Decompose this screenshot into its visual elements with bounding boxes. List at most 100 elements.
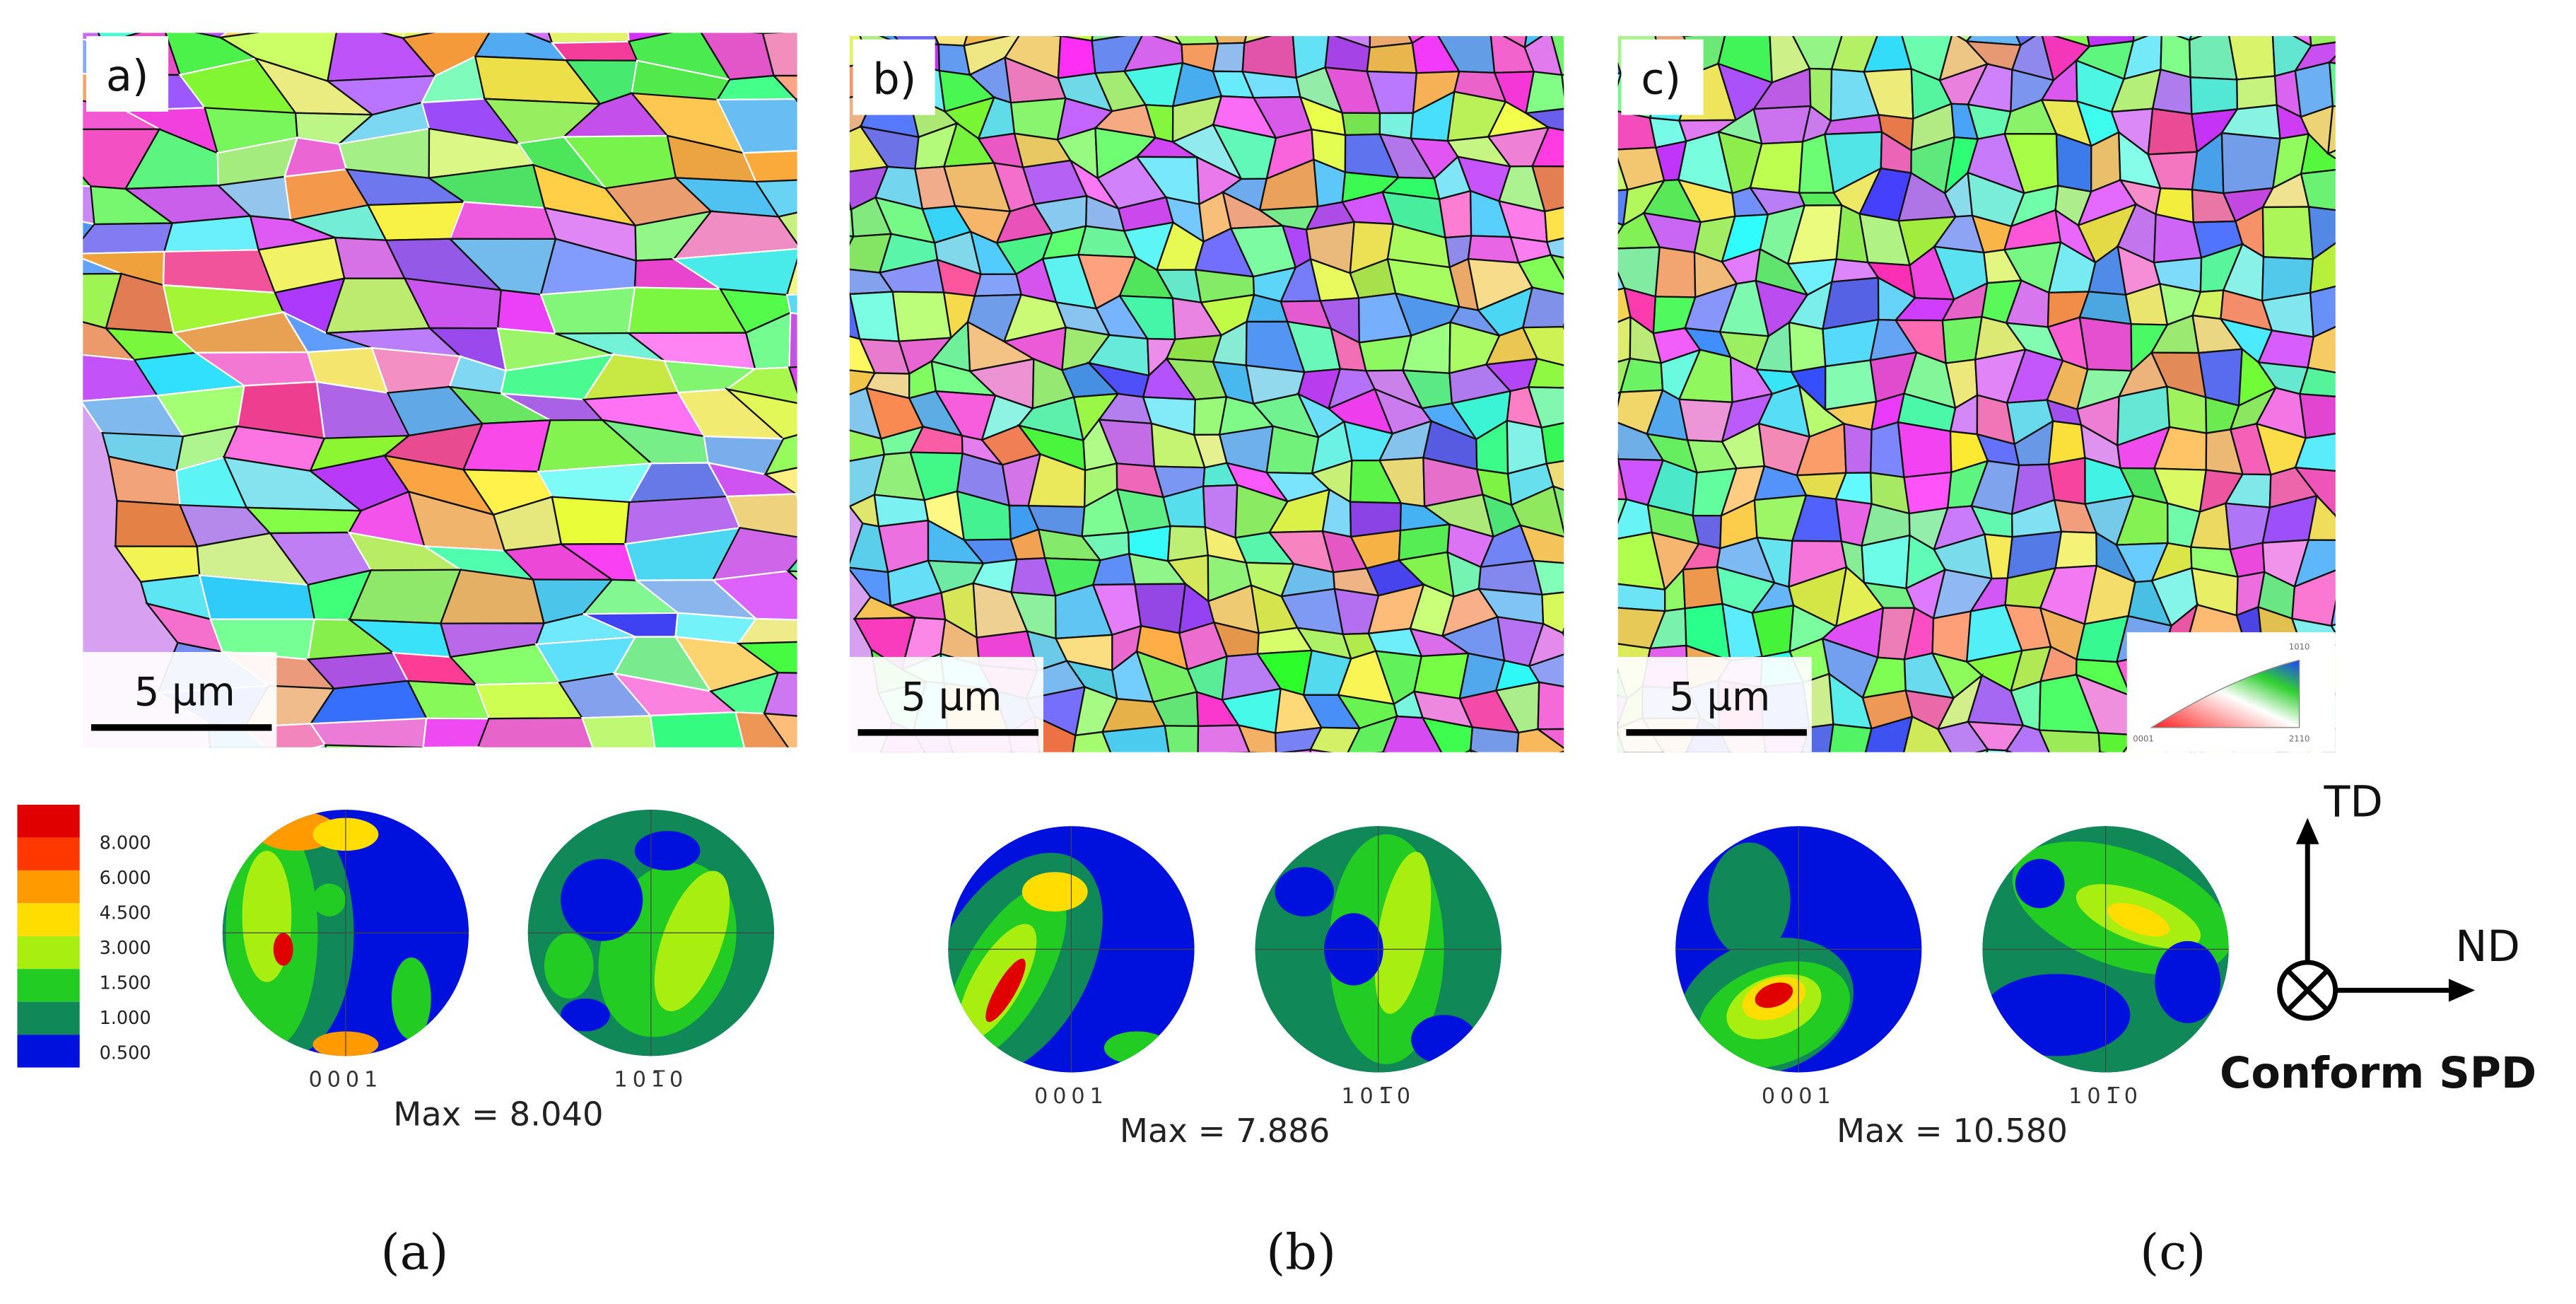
grain xyxy=(1521,286,1564,329)
grain xyxy=(2162,797,2196,825)
grain xyxy=(2237,785,2269,831)
grain xyxy=(877,762,934,801)
grain xyxy=(657,759,747,802)
grain xyxy=(716,759,820,802)
grain xyxy=(1212,800,1257,834)
grain xyxy=(2261,206,2314,260)
pole-figure-label: 101̅0 xyxy=(2068,1084,2143,1109)
grain xyxy=(1680,763,1735,796)
ebsd-map xyxy=(849,36,1765,834)
grain xyxy=(1903,715,1952,752)
legend-swatch xyxy=(17,837,80,871)
grain xyxy=(1623,751,1626,752)
grain xyxy=(402,33,436,40)
pole-figure-label: 0001 xyxy=(1034,1084,1108,1109)
grain xyxy=(1539,791,1588,824)
contour xyxy=(2107,902,2170,937)
legend-label: 3.000 xyxy=(100,938,151,959)
grain xyxy=(2327,55,2336,64)
grain xyxy=(1366,42,1418,74)
grain xyxy=(1545,237,1564,259)
grain xyxy=(2194,747,2204,752)
contour xyxy=(2155,941,2221,1023)
ebsd-map xyxy=(1539,7,2380,833)
sample-axes: TD ND Conform SPD xyxy=(2220,778,2536,1098)
grain xyxy=(1700,749,1765,799)
grain xyxy=(1663,750,1665,752)
legend-swatch xyxy=(17,870,80,904)
grain xyxy=(1382,715,1443,752)
grain xyxy=(550,40,638,62)
grain xyxy=(448,201,557,240)
grain xyxy=(1617,271,1626,291)
grain xyxy=(2186,797,2240,829)
grain xyxy=(1788,321,1827,373)
legend-label: 8.000 xyxy=(100,833,151,854)
grain xyxy=(1903,471,1953,515)
grain xyxy=(1051,36,1062,37)
grain xyxy=(1198,752,1254,802)
grain xyxy=(762,712,797,747)
pole-figure-label: 101̅0 xyxy=(614,1068,689,1093)
contour xyxy=(1411,1015,1477,1064)
grain xyxy=(2005,749,2013,752)
grain xyxy=(2262,784,2294,831)
grain xyxy=(1253,800,1285,834)
grain xyxy=(551,496,631,545)
pole-figures: 0001 Max = 8.040 101̅0 0001 Max = 7.886 101̅0… xyxy=(222,809,2229,1150)
grain xyxy=(761,33,787,35)
contour xyxy=(1021,872,1088,912)
grain xyxy=(1072,730,1112,752)
label-bg xyxy=(853,39,935,115)
grain xyxy=(1347,715,1399,752)
grain xyxy=(1535,728,1564,750)
grain xyxy=(2343,533,2380,576)
grain xyxy=(1403,781,1440,829)
grain xyxy=(1573,607,1615,642)
grain xyxy=(1101,725,1170,752)
grain xyxy=(1237,723,1277,752)
grain xyxy=(1734,763,1768,796)
grain xyxy=(1574,132,1617,173)
grain xyxy=(754,179,797,218)
grain xyxy=(1868,7,1901,28)
contour xyxy=(958,924,1037,1041)
grain xyxy=(1752,105,1812,145)
pole-figure xyxy=(1982,826,2229,1073)
pole-figure xyxy=(222,809,469,1056)
grain xyxy=(1002,787,1044,830)
grain xyxy=(1250,752,1277,801)
grain xyxy=(1549,253,1564,280)
grain xyxy=(1909,783,1955,833)
grain xyxy=(2335,692,2336,695)
grain xyxy=(1903,757,1955,786)
grain xyxy=(1525,71,1564,115)
grain xyxy=(737,617,797,645)
legend-label: 0.500 xyxy=(100,1043,151,1064)
pole-figure xyxy=(1255,826,1501,1073)
grain xyxy=(2300,132,2336,175)
grain xyxy=(2097,750,2102,752)
grain xyxy=(1965,36,2022,47)
grain xyxy=(2005,724,2050,752)
grain xyxy=(83,221,96,240)
grain xyxy=(211,757,274,793)
grain xyxy=(217,33,261,39)
panel-label: c) xyxy=(1641,55,1681,105)
contour xyxy=(2015,858,2065,909)
grain xyxy=(1212,42,1246,73)
td-arrow-head xyxy=(2295,817,2319,844)
grain xyxy=(849,208,855,238)
grain xyxy=(2307,325,2336,373)
contour xyxy=(1275,867,1335,916)
grain xyxy=(1039,787,1095,830)
grain xyxy=(973,273,1023,297)
grain xyxy=(785,257,797,296)
grain xyxy=(1897,421,1953,479)
grain xyxy=(1681,36,1685,37)
grain xyxy=(1828,723,1873,752)
grain xyxy=(710,570,797,621)
grain xyxy=(2278,749,2312,752)
legend-swatch xyxy=(17,903,80,936)
td-label: TD xyxy=(2323,778,2382,827)
